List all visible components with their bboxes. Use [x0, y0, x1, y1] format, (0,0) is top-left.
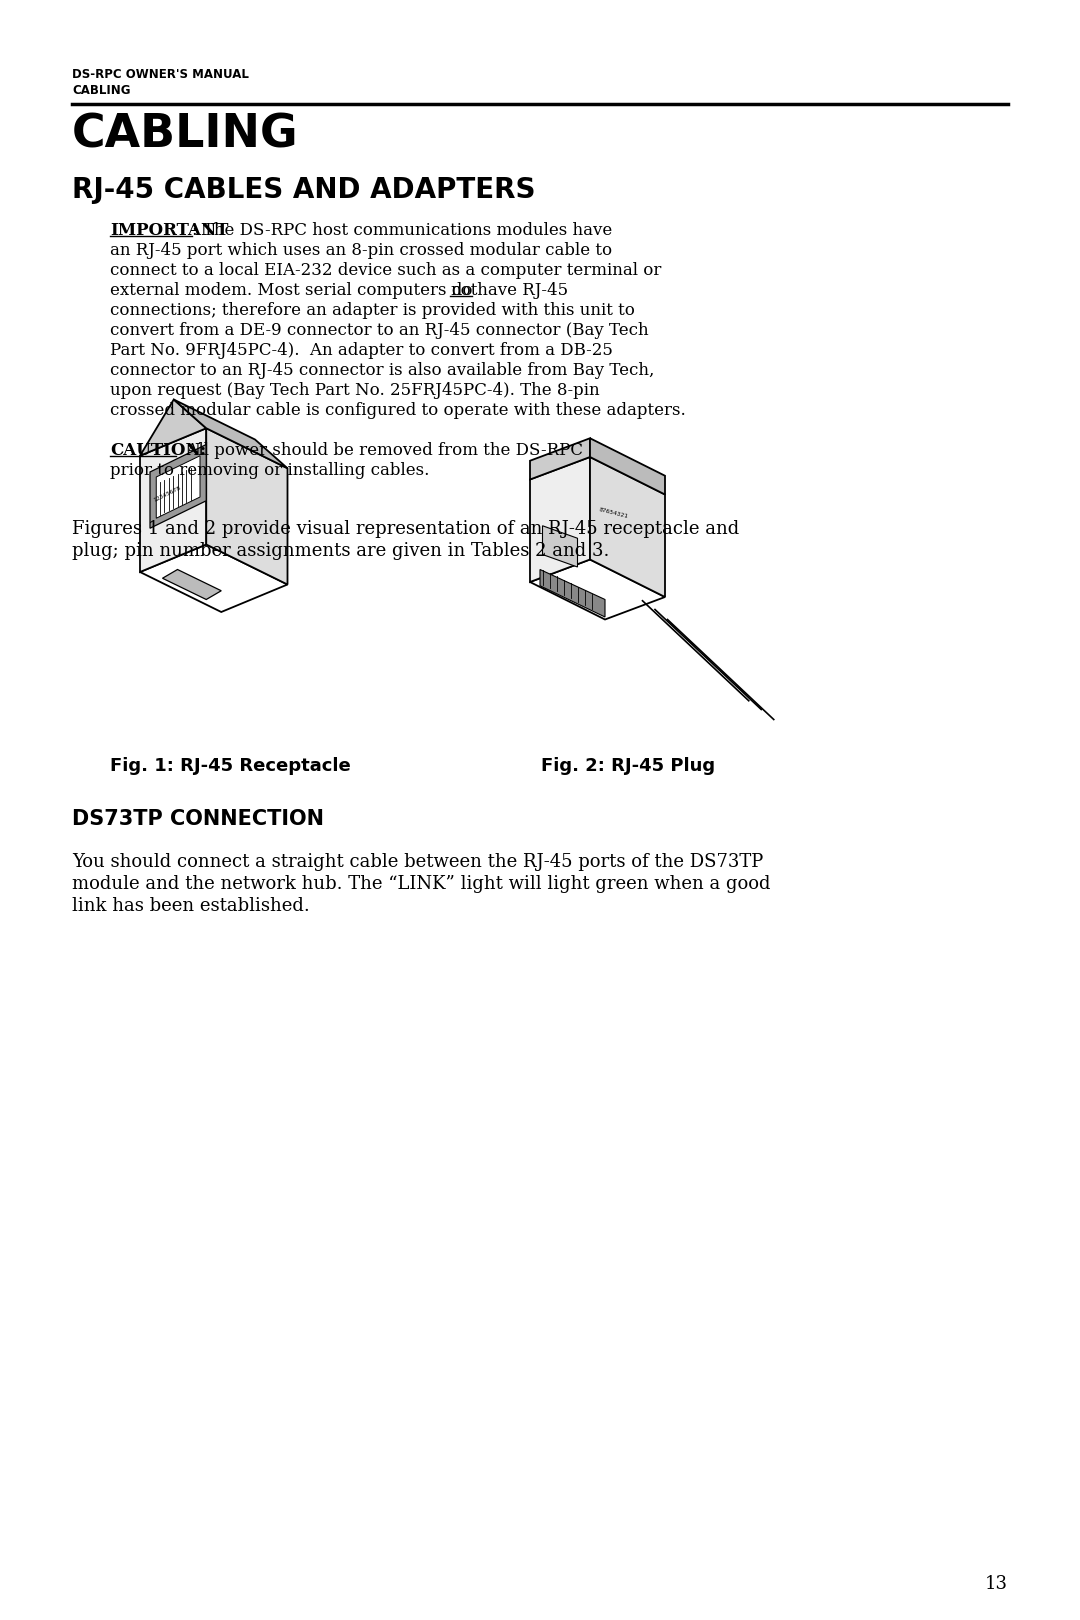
- Polygon shape: [542, 526, 578, 567]
- Text: IMPORTANT: IMPORTANT: [110, 222, 228, 240]
- Polygon shape: [157, 455, 200, 518]
- Text: Figures 1 and 2 provide visual representation of an RJ-45 receptacle and: Figures 1 and 2 provide visual represent…: [72, 520, 739, 538]
- Polygon shape: [140, 400, 206, 455]
- Polygon shape: [530, 559, 665, 619]
- Polygon shape: [530, 439, 590, 480]
- Polygon shape: [150, 444, 206, 528]
- Text: have RJ-45: have RJ-45: [472, 282, 568, 300]
- Text: RJ-45 CABLES AND ADAPTERS: RJ-45 CABLES AND ADAPTERS: [72, 177, 536, 204]
- Polygon shape: [206, 428, 287, 585]
- Text: DS-RPC OWNER'S MANUAL: DS-RPC OWNER'S MANUAL: [72, 68, 248, 81]
- Text: crossed modular cable is configured to operate with these adapters.: crossed modular cable is configured to o…: [110, 402, 686, 420]
- Polygon shape: [590, 439, 665, 494]
- Polygon shape: [162, 570, 221, 599]
- Text: Fig. 2: RJ-45 Plug: Fig. 2: RJ-45 Plug: [541, 757, 715, 774]
- Text: DS73TP CONNECTION: DS73TP CONNECTION: [72, 808, 324, 829]
- Text: 12345678: 12345678: [152, 486, 181, 504]
- Polygon shape: [140, 428, 206, 572]
- Text: Fig. 1: RJ-45 Receptacle: Fig. 1: RJ-45 Receptacle: [110, 757, 350, 774]
- Text: plug; pin number assignments are given in Tables 2 and 3.: plug; pin number assignments are given i…: [72, 543, 609, 561]
- Polygon shape: [530, 457, 590, 582]
- Text: 87654321: 87654321: [598, 507, 629, 520]
- Text: CABLING: CABLING: [72, 84, 131, 97]
- Text: 13: 13: [985, 1575, 1008, 1592]
- Text: an RJ-45 port which uses an 8-pin crossed modular cable to: an RJ-45 port which uses an 8-pin crosse…: [110, 241, 612, 259]
- Text: link has been established.: link has been established.: [72, 897, 310, 915]
- Polygon shape: [590, 457, 665, 598]
- Text: module and the network hub. The “LINK” light will light green when a good: module and the network hub. The “LINK” l…: [72, 875, 770, 893]
- Text: CAUTION:: CAUTION:: [110, 442, 206, 458]
- Text: connector to an RJ-45 connector is also available from Bay Tech,: connector to an RJ-45 connector is also …: [110, 361, 654, 379]
- Text: All power should be removed from the DS-RPC: All power should be removed from the DS-…: [176, 442, 583, 458]
- Text: connections; therefore an adapter is provided with this unit to: connections; therefore an adapter is pro…: [110, 301, 635, 319]
- Polygon shape: [540, 570, 605, 617]
- Polygon shape: [174, 400, 287, 468]
- Polygon shape: [140, 544, 287, 612]
- Text: connect to a local EIA-232 device such as a computer terminal or: connect to a local EIA-232 device such a…: [110, 262, 661, 279]
- Text: prior to removing or installing cables.: prior to removing or installing cables.: [110, 462, 430, 480]
- Text: Part No. 9FRJ45PC-4).  An adapter to convert from a DB-25: Part No. 9FRJ45PC-4). An adapter to conv…: [110, 342, 612, 360]
- Text: upon request (Bay Tech Part No. 25FRJ45PC-4). The 8-pin: upon request (Bay Tech Part No. 25FRJ45P…: [110, 382, 599, 399]
- Text: CABLING: CABLING: [72, 112, 299, 157]
- Text: : The DS-RPC host communications modules have: : The DS-RPC host communications modules…: [192, 222, 612, 240]
- Text: You should connect a straight cable between the RJ-45 ports of the DS73TP: You should connect a straight cable betw…: [72, 854, 764, 872]
- Text: not: not: [450, 282, 477, 300]
- Text: external modem. Most serial computers do: external modem. Most serial computers do: [110, 282, 477, 300]
- Text: convert from a DE-9 connector to an RJ-45 connector (Bay Tech: convert from a DE-9 connector to an RJ-4…: [110, 322, 649, 339]
